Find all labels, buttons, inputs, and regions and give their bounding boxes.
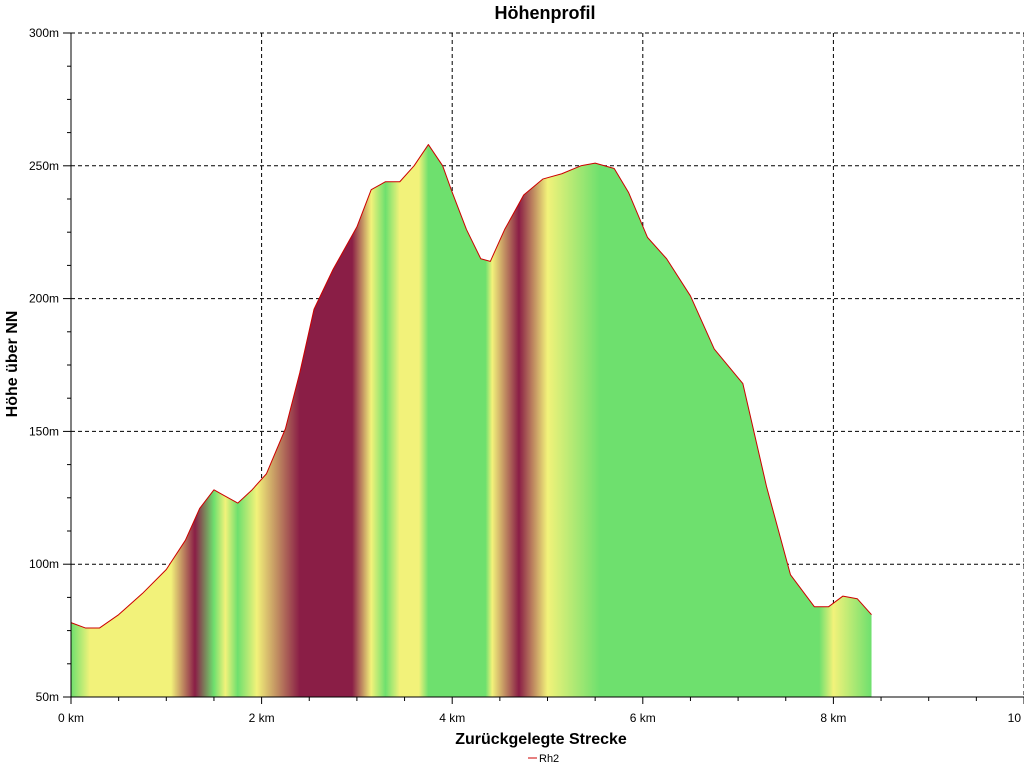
x-tick-label: 6 km xyxy=(630,711,656,725)
x-axis-ticks: 0 km 2 km 4 km 6 km 8 km 10 km xyxy=(58,697,1024,725)
y-tick-label: 200m xyxy=(29,292,59,306)
y-tick-label: 150m xyxy=(29,424,59,438)
series-line-rh2 xyxy=(70,144,872,629)
y-tick-label: 100m xyxy=(29,557,59,571)
x-tick-label: 8 km xyxy=(820,711,846,725)
chart-title: Höhenprofil xyxy=(495,3,596,23)
elevation-area-fill xyxy=(71,144,872,697)
y-axis-ticks: 50m 100m 150m 200m 250m 300m xyxy=(29,26,71,704)
x-tick-label: 10 km xyxy=(1008,711,1024,725)
x-tick-label: 2 km xyxy=(249,711,275,725)
y-tick-label: 50m xyxy=(36,690,59,704)
legend-label-rh2: Rh2 xyxy=(539,753,559,765)
x-tick-label: 0 km xyxy=(58,711,84,725)
plot-area xyxy=(70,144,872,697)
y-tick-label: 300m xyxy=(29,26,59,40)
x-tick-label: 4 km xyxy=(439,711,465,725)
x-axis-title: Zurückgelegte Strecke xyxy=(455,731,627,748)
y-axis-title: Höhe über NN xyxy=(4,311,21,418)
legend: Rh2 xyxy=(528,753,559,765)
y-tick-label: 250m xyxy=(29,159,59,173)
